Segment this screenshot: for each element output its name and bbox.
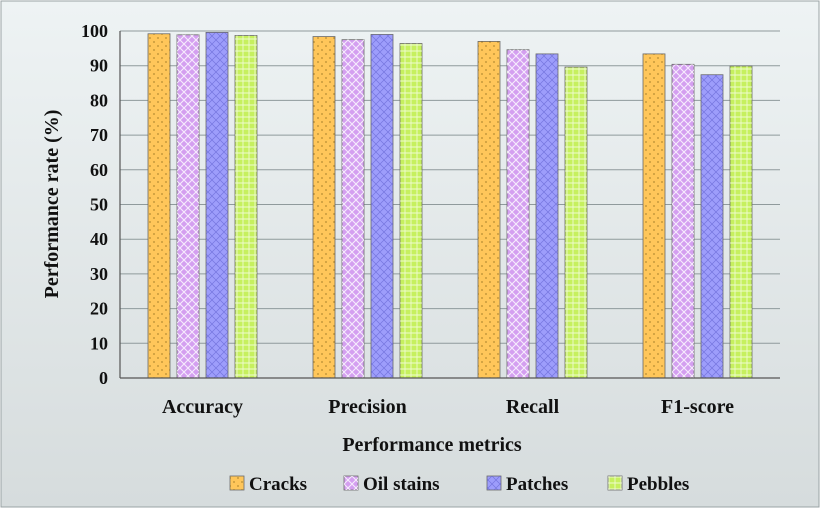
legend-label-oil-stains: Oil stains [363, 474, 440, 495]
x-tick-label: Precision [328, 396, 407, 418]
bar-pattern [536, 53, 558, 378]
y-tick-label: 60 [90, 160, 108, 180]
y-tick-label: 70 [90, 125, 108, 145]
y-tick-label: 10 [90, 333, 108, 353]
bars [147, 31, 753, 379]
y-tick-label: 50 [90, 195, 108, 215]
gridlines [120, 30, 780, 344]
bar-pattern [148, 33, 170, 378]
bar-pattern [507, 49, 529, 378]
legend-swatch-pattern [608, 476, 622, 490]
bar-pattern [565, 67, 587, 378]
bar-pattern [371, 34, 393, 378]
legend-label-pebbles: Pebbles [627, 474, 689, 495]
bar-pattern [730, 66, 752, 378]
bar-pattern [177, 34, 199, 378]
bar-pattern [342, 39, 364, 379]
bar-pattern [672, 64, 694, 378]
legend: Cracks Oil stains Patches Pebbles [229, 474, 689, 495]
x-axis-title: Performance metrics [342, 434, 522, 456]
bar-pattern [400, 43, 422, 378]
x-tick-label: F1-score [661, 396, 734, 418]
legend-swatch-pattern [344, 476, 358, 490]
bar-pattern [478, 41, 500, 378]
y-tick-label: 40 [90, 229, 108, 249]
y-tick-label: 0 [99, 368, 108, 388]
y-tick-label: 100 [81, 21, 108, 41]
bar-pattern [701, 74, 723, 379]
y-axis-title: Performance rate (%) [41, 110, 63, 299]
axes [119, 31, 780, 379]
x-tick-label: Recall [506, 396, 560, 418]
y-tick-label: 20 [90, 299, 108, 319]
y-tick-label: 80 [90, 90, 108, 110]
legend-swatch-pattern [230, 476, 244, 490]
x-tick-label: Accuracy [162, 396, 243, 418]
y-tick-label: 30 [90, 264, 108, 284]
bar-pattern [643, 53, 665, 378]
x-tick-labels: Accuracy Precision Recall F1-score [162, 396, 734, 418]
bar-pattern [313, 36, 335, 378]
legend-label-patches: Patches [506, 474, 568, 495]
bar-pattern [206, 32, 228, 378]
y-tick-labels: 0 10 20 30 40 50 60 70 80 90 100 [81, 21, 108, 388]
y-tick-label: 90 [90, 56, 108, 76]
legend-label-cracks: Cracks [249, 474, 307, 495]
bar-pattern [235, 35, 257, 379]
legend-swatch-pattern [487, 476, 501, 490]
